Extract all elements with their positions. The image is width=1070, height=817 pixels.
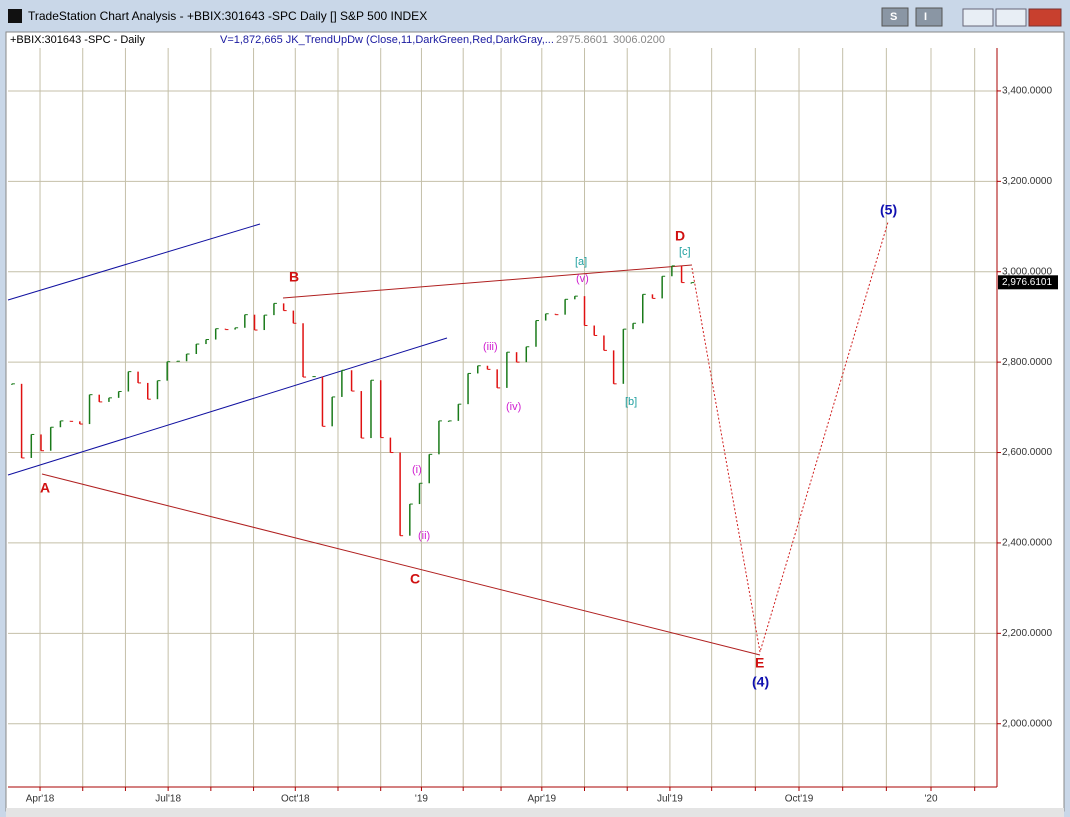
wave-label: C — [410, 571, 420, 587]
projection-path — [691, 221, 889, 653]
channel-line — [7, 223, 261, 301]
wave-label: D — [675, 228, 685, 244]
y-tick-label: 2,200.0000 — [1002, 628, 1052, 639]
wave-label: [a] — [575, 256, 587, 268]
minimize-button[interactable] — [962, 8, 994, 27]
x-tick-label: Jul'19 — [657, 794, 683, 805]
wave-label: (iii) — [483, 341, 498, 353]
wave-label: (4) — [752, 674, 769, 690]
s-button[interactable] — [881, 7, 909, 27]
wave-label: A — [40, 480, 50, 496]
trend-line — [282, 264, 693, 299]
wave-label: [b] — [625, 396, 637, 408]
y-tick-label: 2,000.0000 — [1002, 718, 1052, 729]
study-label: V=1,872,665 JK_TrendUpDw (Close,11,DarkG… — [220, 34, 554, 46]
wave-label: B — [289, 269, 299, 285]
y-tick-label: 2,400.0000 — [1002, 538, 1052, 549]
wave-label: E — [755, 655, 764, 671]
wave-label: (v) — [576, 273, 589, 285]
x-tick-label: Oct'18 — [281, 794, 310, 805]
x-tick-label: '19 — [415, 794, 428, 805]
maximize-button[interactable] — [995, 8, 1027, 27]
grid — [8, 48, 997, 787]
trend-line — [41, 473, 761, 656]
symbol-label: +BBIX:301643 -SPC - Daily — [10, 34, 145, 46]
study-value: 3006.0200 — [613, 34, 665, 46]
s-button-label[interactable]: S — [890, 11, 897, 23]
x-tick-label: '20 — [924, 794, 937, 805]
i-button[interactable] — [915, 7, 943, 27]
scrollbar[interactable] — [6, 808, 1064, 817]
chart-panel — [5, 31, 1065, 812]
price-bars — [11, 265, 695, 537]
window-title: TradeStation Chart Analysis - +BBIX:3016… — [28, 9, 427, 23]
x-tick-label: Apr'19 — [528, 794, 557, 805]
y-tick-label: 3,200.0000 — [1002, 176, 1052, 187]
x-tick-label: Jul'18 — [155, 794, 181, 805]
y-tick-label: 2,600.0000 — [1002, 447, 1052, 458]
x-tick-label: Oct'19 — [785, 794, 814, 805]
y-tick-label: 3,000.0000 — [1002, 266, 1052, 277]
last-price-label: 2,976.6101 — [1002, 277, 1052, 288]
wave-label: (i) — [412, 464, 422, 476]
wave-label: (ii) — [418, 530, 430, 542]
study-value: 2975.8601 — [556, 34, 608, 46]
channel-line — [7, 337, 448, 476]
i-button-label[interactable]: I — [924, 11, 927, 23]
wave-label: [c] — [679, 246, 691, 258]
wave-label: (5) — [880, 202, 897, 218]
y-tick-label: 2,800.0000 — [1002, 357, 1052, 368]
last-price-box — [998, 275, 1058, 290]
wave-label: (iv) — [506, 401, 521, 413]
close-button[interactable] — [1028, 8, 1062, 27]
app-icon — [8, 9, 22, 23]
y-tick-label: 3,400.0000 — [1002, 86, 1052, 97]
x-tick-label: Apr'18 — [26, 794, 55, 805]
